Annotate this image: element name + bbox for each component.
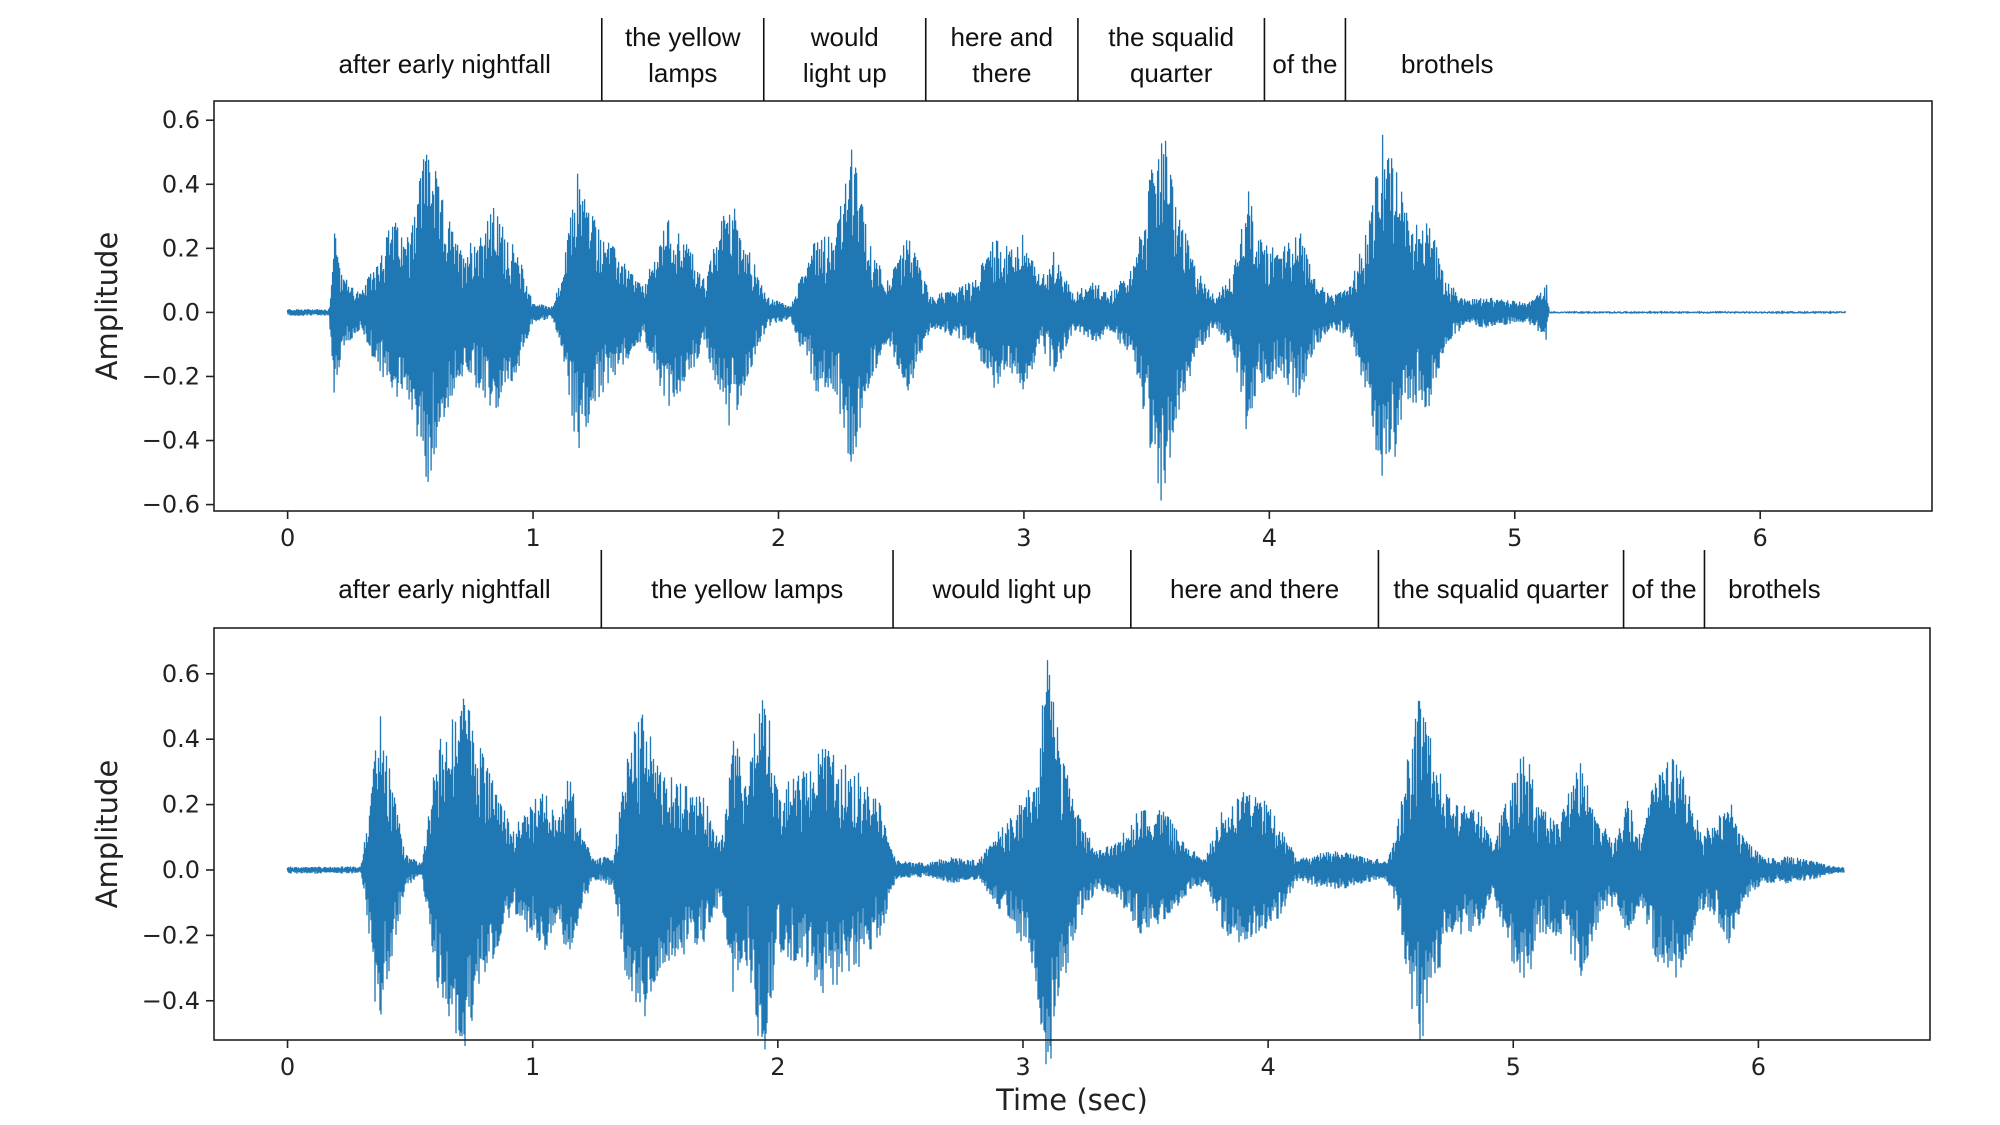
- y-tick-label: 0.4: [162, 170, 200, 198]
- segment-label: would: [810, 22, 879, 52]
- top-panel: 0 1 2 3 4 5 6 −0.6 −0.4 −0.2 0.0 0.2 0.4 0.6 Amplitude…: [90, 18, 1933, 552]
- x-tick-label: 2: [770, 1053, 785, 1081]
- segment-label: quarter: [1130, 58, 1213, 88]
- segment-label: brothels: [1728, 574, 1821, 604]
- y-tick-label: 0.2: [162, 791, 200, 819]
- x-tick-label: 0: [280, 1053, 295, 1081]
- y-tick-label: −0.6: [142, 491, 200, 519]
- plot-frame: [213, 627, 1931, 1041]
- segment-label: the squalid: [1108, 22, 1234, 52]
- y-tick-label: −0.4: [142, 987, 200, 1015]
- y-tick-label: 0.2: [162, 234, 200, 262]
- segment-label: here and there: [1170, 574, 1339, 604]
- y-axis-title: Amplitude: [90, 760, 124, 909]
- segment-label: after early nightfall: [338, 574, 550, 604]
- segment-label: of the: [1631, 574, 1696, 604]
- x-tick-label: 1: [525, 524, 540, 552]
- waveform-line: [286, 660, 1845, 1065]
- x-tick-label: 5: [1506, 1053, 1521, 1081]
- x-tick-label: 4: [1260, 1053, 1275, 1081]
- y-tick-label: −0.2: [142, 921, 200, 949]
- segment-label: lamps: [648, 58, 717, 88]
- segment-label: the yellow: [625, 22, 741, 52]
- segment-label: the yellow lamps: [651, 574, 843, 604]
- x-axis-title: Time (sec): [995, 1083, 1148, 1117]
- plot-frame: [213, 100, 1933, 512]
- segment-label: would light up: [931, 574, 1091, 604]
- segment-label: after early nightfall: [338, 49, 550, 79]
- segment-label: there: [972, 58, 1031, 88]
- x-tick-label: 3: [1016, 524, 1031, 552]
- segment-label: here and: [950, 22, 1053, 52]
- y-tick-label: 0.4: [162, 725, 200, 753]
- segment-label: light up: [803, 58, 887, 88]
- y-tick-label: −0.4: [142, 427, 200, 455]
- x-tick-label: 3: [1015, 1053, 1030, 1081]
- segment-label: brothels: [1401, 49, 1494, 79]
- y-tick-label: 0.6: [162, 106, 200, 134]
- waveform-line: [286, 134, 1847, 501]
- x-tick-label: 2: [771, 524, 786, 552]
- x-tick-label: 5: [1507, 524, 1522, 552]
- segment-label: of the: [1272, 49, 1337, 79]
- bottom-panel: 0 1 2 3 4 5 6 −0.4 −0.2 0.0 0.2 0.4 0.6 Amplitude Time…: [90, 550, 1931, 1117]
- x-tick-label: 4: [1262, 524, 1277, 552]
- y-tick-label: 0.0: [162, 856, 200, 884]
- x-tick-label: 1: [525, 1053, 540, 1081]
- y-axis-title: Amplitude: [90, 232, 124, 381]
- x-tick-label: 0: [280, 524, 295, 552]
- y-tick-label: −0.2: [142, 362, 200, 390]
- x-tick-label: 6: [1753, 524, 1768, 552]
- segment-label: the squalid quarter: [1393, 574, 1609, 604]
- x-tick-label: 6: [1751, 1053, 1766, 1081]
- y-tick-label: 0.6: [162, 660, 200, 688]
- y-tick-label: 0.0: [162, 298, 200, 326]
